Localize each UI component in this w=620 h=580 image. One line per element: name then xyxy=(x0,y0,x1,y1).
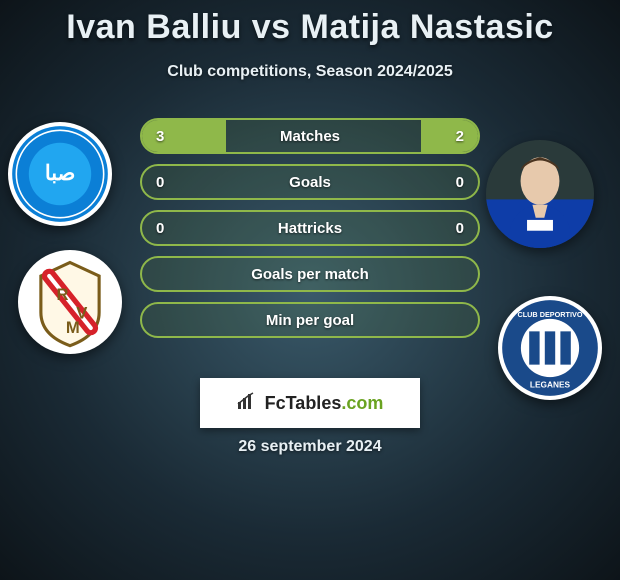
stat-fill-right xyxy=(421,120,478,152)
stat-label: Min per goal xyxy=(266,312,354,329)
svg-text:LEGANES: LEGANES xyxy=(530,380,571,390)
stat-val-right: 0 xyxy=(456,174,464,191)
player-left-badge: صبا xyxy=(8,122,112,226)
page-title: Ivan Balliu vs Matija Nastasic xyxy=(0,0,620,47)
brand-tld: .com xyxy=(341,393,383,413)
stat-row-goals: 0 Goals 0 xyxy=(140,164,480,200)
stat-val-left: 0 xyxy=(156,174,164,191)
brand-box: FcTables.com xyxy=(200,378,420,428)
stat-row-gpm: Goals per match xyxy=(140,256,480,292)
brand-text: FcTables.com xyxy=(265,393,384,414)
club-left-badge: R V M xyxy=(18,250,122,354)
stat-row-mpg: Min per goal xyxy=(140,302,480,338)
stat-row-matches: 3 Matches 2 xyxy=(140,118,480,154)
svg-text:M: M xyxy=(66,318,80,337)
svg-text:صبا: صبا xyxy=(45,162,75,185)
stat-val-left: 3 xyxy=(156,128,164,145)
stat-row-hattricks: 0 Hattricks 0 xyxy=(140,210,480,246)
brand-chart-icon xyxy=(237,392,259,415)
subtitle: Club competitions, Season 2024/2025 xyxy=(0,63,620,81)
stat-val-right: 2 xyxy=(456,128,464,145)
stat-val-right: 0 xyxy=(456,220,464,237)
footer-date: 26 september 2024 xyxy=(0,438,620,456)
stat-label: Goals per match xyxy=(251,266,369,283)
stat-label: Hattricks xyxy=(278,220,342,237)
club-rayo-icon: R V M xyxy=(18,250,122,354)
club-right-badge: LEGANES CLUB DEPORTIVO xyxy=(498,296,602,400)
stats-container: 3 Matches 2 0 Goals 0 0 Hattricks 0 Goal… xyxy=(140,118,480,348)
club-blue-icon: صبا xyxy=(8,122,112,226)
player-photo-icon xyxy=(486,140,594,248)
stat-label: Matches xyxy=(280,128,340,145)
player-right-photo xyxy=(486,140,594,248)
stat-label: Goals xyxy=(289,174,331,191)
svg-text:CLUB DEPORTIVO: CLUB DEPORTIVO xyxy=(518,310,583,319)
stat-val-left: 0 xyxy=(156,220,164,237)
stat-fill-left xyxy=(142,120,226,152)
club-leganes-icon: LEGANES CLUB DEPORTIVO xyxy=(498,296,602,400)
brand-name: FcTables xyxy=(265,393,342,413)
svg-text:R: R xyxy=(56,285,68,304)
